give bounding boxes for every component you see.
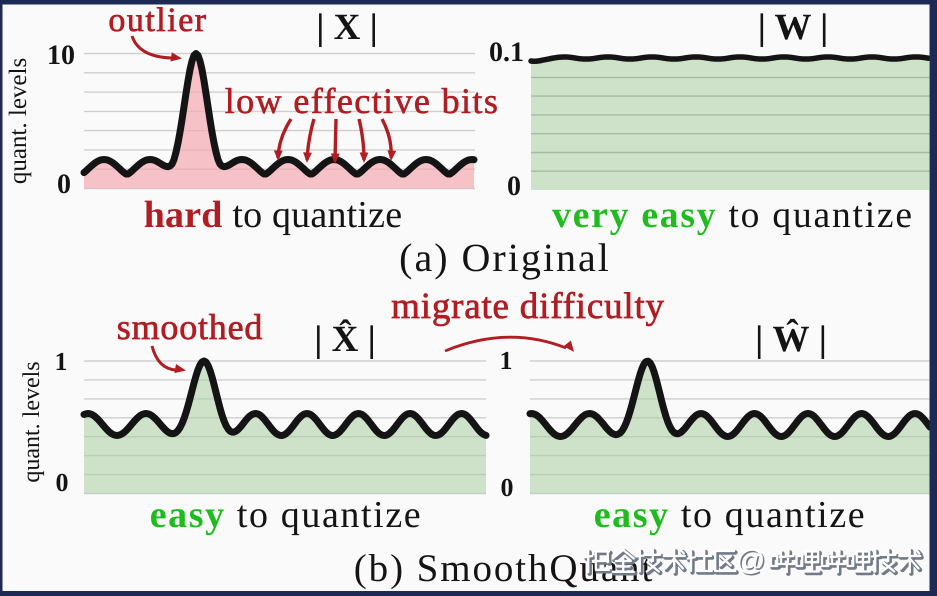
svg-text:1: 1 xyxy=(500,346,513,375)
svg-text:migrate difficulty: migrate difficulty xyxy=(391,286,665,327)
svg-text:0: 0 xyxy=(501,473,514,502)
svg-text:quant. levels: quant. levels xyxy=(5,58,32,184)
svg-text:(a) Original: (a) Original xyxy=(399,235,611,280)
svg-text:| Ŵ |: | Ŵ | xyxy=(755,318,827,360)
svg-text:hard to quantize: hard to quantize xyxy=(144,194,403,236)
svg-text:@: @ xyxy=(736,545,765,577)
svg-text:| X |: | X | xyxy=(316,7,378,48)
svg-text:quant. levels: quant. levels xyxy=(19,361,45,482)
svg-text:0.1: 0.1 xyxy=(489,37,524,68)
svg-text:10: 10 xyxy=(47,40,75,71)
svg-text:easy to quantize: easy to quantize xyxy=(150,494,423,536)
svg-text:| X̂ |: | X̂ | xyxy=(314,318,376,360)
svg-text:@: @ xyxy=(738,547,767,579)
svg-text:outlier: outlier xyxy=(108,2,207,39)
svg-text:1: 1 xyxy=(55,347,68,376)
svg-text:0: 0 xyxy=(56,468,69,497)
svg-text:very easy to quantize: very easy to quantize xyxy=(552,195,914,236)
svg-text:| W |: | W | xyxy=(758,7,828,48)
svg-text:easy to quantize: easy to quantize xyxy=(594,494,867,536)
svg-text:smoothed: smoothed xyxy=(117,307,263,347)
svg-text:low effective bits: low effective bits xyxy=(225,81,499,121)
svg-text:0: 0 xyxy=(507,171,521,202)
svg-text:0: 0 xyxy=(57,169,71,200)
